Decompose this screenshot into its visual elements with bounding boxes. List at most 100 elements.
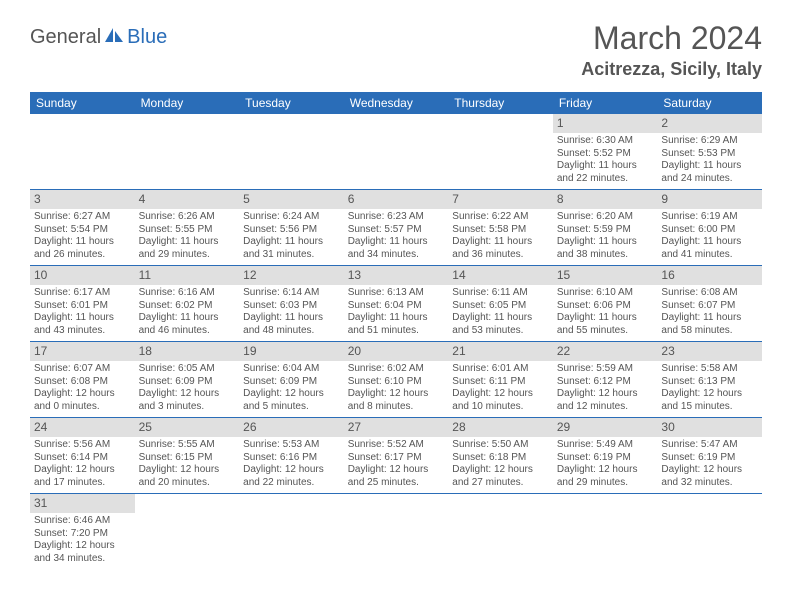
calendar-grid: 1Sunrise: 6:30 AMSunset: 5:52 PMDaylight… [30,114,762,569]
day-number: 7 [448,190,553,209]
weekday-header-row: SundayMondayTuesdayWednesdayThursdayFrid… [30,92,762,114]
sunset-text: Sunset: 6:19 PM [661,452,758,465]
sunset-text: Sunset: 6:09 PM [243,376,340,389]
day-number: 25 [135,418,240,437]
day-number: 19 [239,342,344,361]
sunrise-text: Sunrise: 5:56 AM [34,439,131,452]
calendar-row: 24Sunrise: 5:56 AMSunset: 6:14 PMDayligh… [30,418,762,493]
calendar-row: 1Sunrise: 6:30 AMSunset: 5:52 PMDaylight… [30,114,762,189]
day-17: 17Sunrise: 6:07 AMSunset: 6:08 PMDayligh… [30,342,135,417]
sunrise-text: Sunrise: 6:22 AM [452,211,549,224]
day-number: 26 [239,418,344,437]
empty-cell [135,494,240,569]
day-14: 14Sunrise: 6:11 AMSunset: 6:05 PMDayligh… [448,266,553,341]
daylight-text: Daylight: 12 hours and 0 minutes. [34,388,131,413]
sunset-text: Sunset: 6:04 PM [348,300,445,313]
sunrise-text: Sunrise: 6:04 AM [243,363,340,376]
daylight-text: Daylight: 12 hours and 10 minutes. [452,388,549,413]
day-number: 11 [135,266,240,285]
day-1: 1Sunrise: 6:30 AMSunset: 5:52 PMDaylight… [553,114,658,189]
day-10: 10Sunrise: 6:17 AMSunset: 6:01 PMDayligh… [30,266,135,341]
day-2: 2Sunrise: 6:29 AMSunset: 5:53 PMDaylight… [657,114,762,189]
weekday-sunday: Sunday [30,92,135,114]
calendar-row: 3Sunrise: 6:27 AMSunset: 5:54 PMDaylight… [30,190,762,265]
day-number: 28 [448,418,553,437]
sunrise-text: Sunrise: 6:02 AM [348,363,445,376]
daylight-text: Daylight: 12 hours and 34 minutes. [34,540,131,565]
daylight-text: Daylight: 12 hours and 25 minutes. [348,464,445,489]
day-number: 12 [239,266,344,285]
sunrise-text: Sunrise: 5:53 AM [243,439,340,452]
day-21: 21Sunrise: 6:01 AMSunset: 6:11 PMDayligh… [448,342,553,417]
day-number: 6 [344,190,449,209]
daylight-text: Daylight: 11 hours and 41 minutes. [661,236,758,261]
sunset-text: Sunset: 6:03 PM [243,300,340,313]
sunset-text: Sunset: 5:55 PM [139,224,236,237]
day-number: 9 [657,190,762,209]
daylight-text: Daylight: 11 hours and 24 minutes. [661,160,758,185]
weekday-friday: Friday [553,92,658,114]
day-number: 4 [135,190,240,209]
sunrise-text: Sunrise: 6:46 AM [34,515,131,528]
sunrise-text: Sunrise: 6:17 AM [34,287,131,300]
day-number: 1 [553,114,658,133]
daylight-text: Daylight: 11 hours and 31 minutes. [243,236,340,261]
sunset-text: Sunset: 5:54 PM [34,224,131,237]
sunset-text: Sunset: 6:08 PM [34,376,131,389]
sunset-text: Sunset: 6:10 PM [348,376,445,389]
logo: General Blue [30,26,167,49]
day-22: 22Sunrise: 5:59 AMSunset: 6:12 PMDayligh… [553,342,658,417]
empty-cell [553,494,658,569]
sunrise-text: Sunrise: 6:14 AM [243,287,340,300]
daylight-text: Daylight: 11 hours and 58 minutes. [661,312,758,337]
day-number: 8 [553,190,658,209]
day-23: 23Sunrise: 5:58 AMSunset: 6:13 PMDayligh… [657,342,762,417]
calendar-row: 17Sunrise: 6:07 AMSunset: 6:08 PMDayligh… [30,342,762,417]
empty-cell [30,114,135,189]
day-31: 31Sunrise: 6:46 AMSunset: 7:20 PMDayligh… [30,494,135,569]
day-24: 24Sunrise: 5:56 AMSunset: 6:14 PMDayligh… [30,418,135,493]
daylight-text: Daylight: 11 hours and 22 minutes. [557,160,654,185]
sunrise-text: Sunrise: 6:19 AM [661,211,758,224]
sunset-text: Sunset: 6:17 PM [348,452,445,465]
daylight-text: Daylight: 12 hours and 5 minutes. [243,388,340,413]
daylight-text: Daylight: 12 hours and 29 minutes. [557,464,654,489]
logo-text-1: General [30,26,101,49]
daylight-text: Daylight: 12 hours and 12 minutes. [557,388,654,413]
sunset-text: Sunset: 5:58 PM [452,224,549,237]
sunset-text: Sunset: 5:57 PM [348,224,445,237]
day-number: 23 [657,342,762,361]
sunrise-text: Sunrise: 5:55 AM [139,439,236,452]
day-4: 4Sunrise: 6:26 AMSunset: 5:55 PMDaylight… [135,190,240,265]
daylight-text: Daylight: 11 hours and 55 minutes. [557,312,654,337]
sunrise-text: Sunrise: 5:50 AM [452,439,549,452]
sunset-text: Sunset: 5:56 PM [243,224,340,237]
day-20: 20Sunrise: 6:02 AMSunset: 6:10 PMDayligh… [344,342,449,417]
sunset-text: Sunset: 5:53 PM [661,148,758,161]
day-7: 7Sunrise: 6:22 AMSunset: 5:58 PMDaylight… [448,190,553,265]
sunset-text: Sunset: 7:20 PM [34,528,131,541]
sunrise-text: Sunrise: 5:59 AM [557,363,654,376]
daylight-text: Daylight: 12 hours and 3 minutes. [139,388,236,413]
empty-cell [448,114,553,189]
sunrise-text: Sunrise: 6:26 AM [139,211,236,224]
day-number: 17 [30,342,135,361]
empty-cell [135,114,240,189]
sunset-text: Sunset: 6:12 PM [557,376,654,389]
weekday-thursday: Thursday [448,92,553,114]
sunrise-text: Sunrise: 6:24 AM [243,211,340,224]
calendar: SundayMondayTuesdayWednesdayThursdayFrid… [30,92,762,569]
sunset-text: Sunset: 6:15 PM [139,452,236,465]
day-29: 29Sunrise: 5:49 AMSunset: 6:19 PMDayligh… [553,418,658,493]
weekday-wednesday: Wednesday [344,92,449,114]
sunrise-text: Sunrise: 6:01 AM [452,363,549,376]
empty-cell [344,494,449,569]
sunrise-text: Sunrise: 6:13 AM [348,287,445,300]
empty-cell [448,494,553,569]
sunset-text: Sunset: 6:01 PM [34,300,131,313]
day-6: 6Sunrise: 6:23 AMSunset: 5:57 PMDaylight… [344,190,449,265]
sunset-text: Sunset: 6:07 PM [661,300,758,313]
daylight-text: Daylight: 11 hours and 43 minutes. [34,312,131,337]
header: General Blue March 2024 Acitrezza, Sicil… [30,20,762,80]
day-9: 9Sunrise: 6:19 AMSunset: 6:00 PMDaylight… [657,190,762,265]
